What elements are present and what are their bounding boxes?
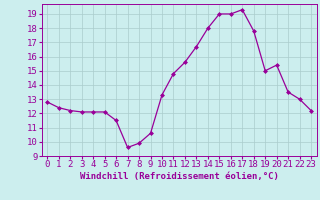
- X-axis label: Windchill (Refroidissement éolien,°C): Windchill (Refroidissement éolien,°C): [80, 172, 279, 181]
